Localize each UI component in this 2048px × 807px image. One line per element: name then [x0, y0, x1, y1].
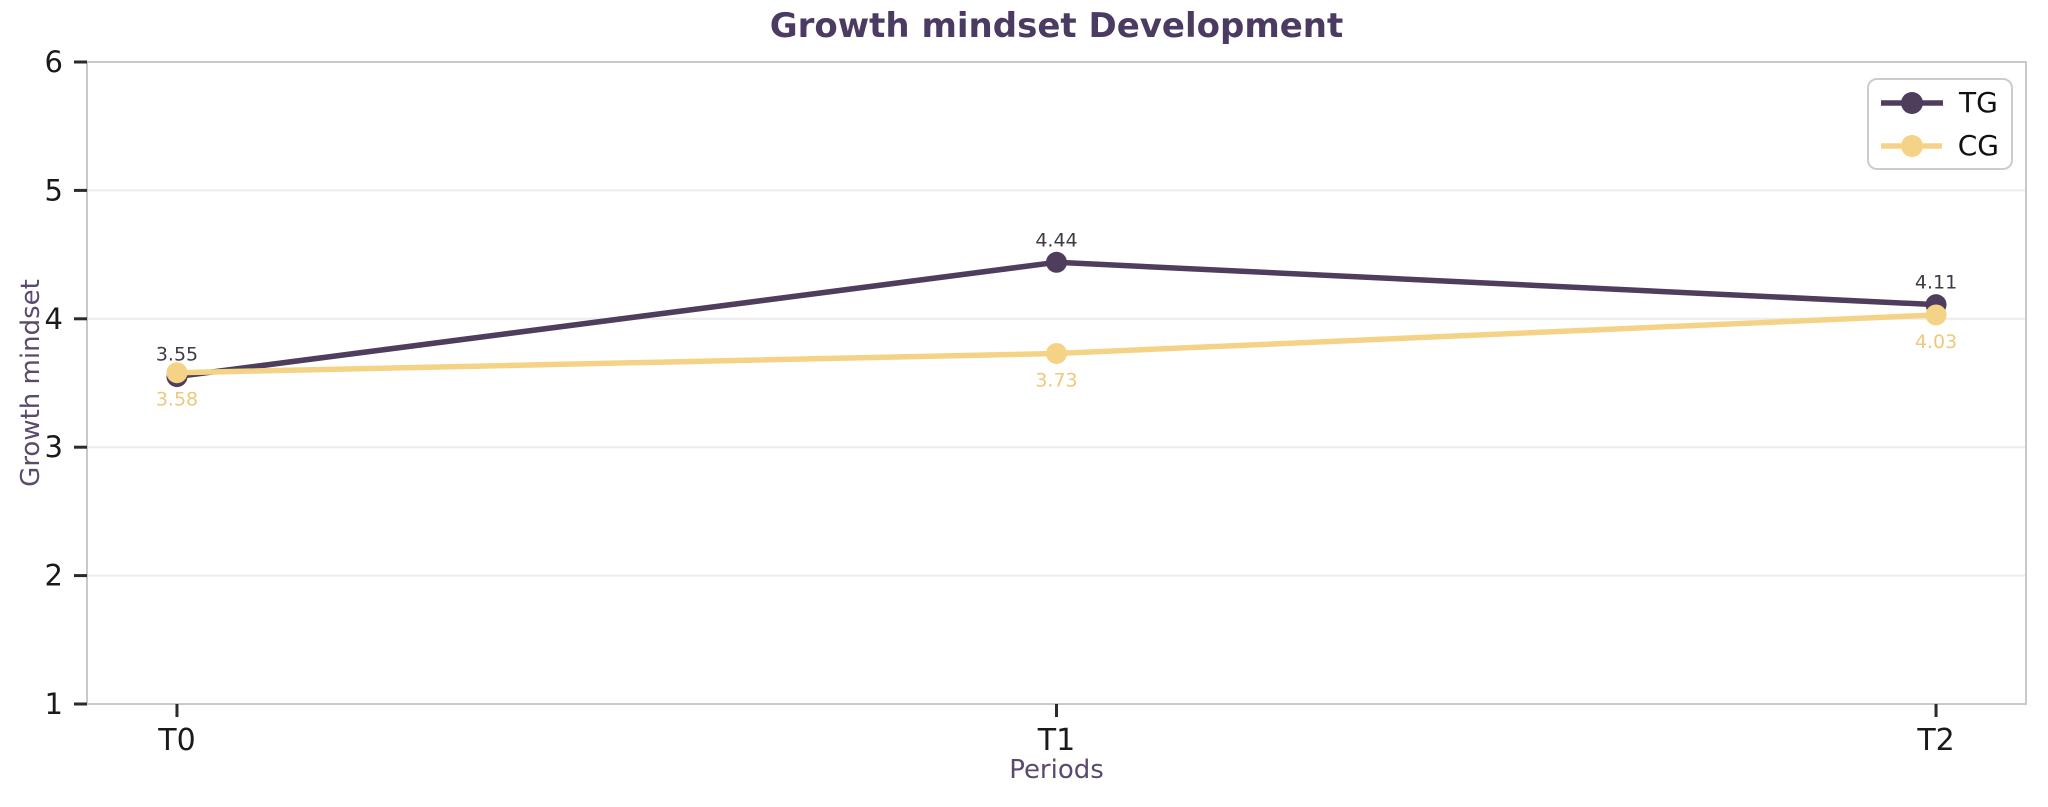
x-tick-label: T0 — [157, 723, 195, 758]
data-point-marker — [166, 362, 188, 384]
chart-title: Growth mindset Development — [769, 6, 1344, 46]
y-tick-label: 4 — [45, 302, 63, 336]
data-point-label: 4.03 — [1915, 331, 1957, 353]
data-point-label: 4.11 — [1915, 272, 1957, 294]
y-tick-label: 6 — [45, 45, 63, 79]
data-point-label: 3.73 — [1035, 369, 1077, 391]
x-tick-label: T2 — [1916, 723, 1954, 758]
data-point-marker — [1925, 304, 1947, 326]
x-axis-label: Periods — [1009, 755, 1104, 785]
legend-item-label: TG — [1959, 85, 1998, 119]
y-tick-label: 3 — [45, 430, 63, 464]
data-point-marker — [1046, 342, 1067, 364]
legend-item-label: CG — [1957, 128, 1999, 162]
legend-swatch-tg-icon — [1881, 91, 1943, 114]
data-point-label: 4.44 — [1035, 229, 1077, 251]
legend-item: CG — [1881, 128, 1999, 162]
legend: TG CG — [1867, 78, 2013, 170]
y-tick-label: 1 — [45, 687, 63, 721]
legend-item: TG — [1881, 85, 1999, 119]
legend-swatch-cg-icon — [1881, 134, 1942, 157]
data-point-label: 3.58 — [156, 389, 198, 411]
y-tick-label: 5 — [45, 173, 63, 207]
y-tick-label: 2 — [45, 559, 63, 593]
data-point-marker — [1046, 251, 1067, 273]
x-tick-label: T1 — [1037, 723, 1075, 758]
data-point-label: 3.55 — [156, 344, 198, 366]
